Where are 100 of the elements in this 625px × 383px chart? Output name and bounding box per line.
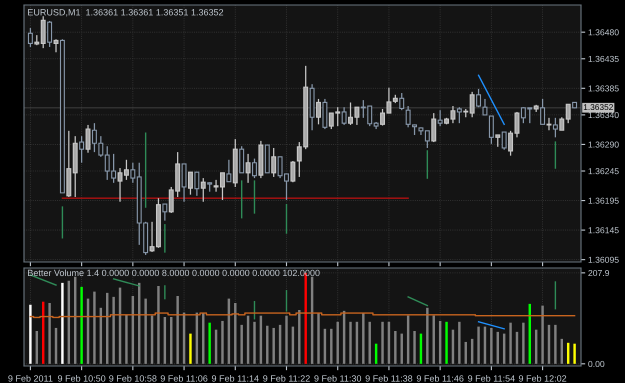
x-tick-label: 9 Feb 10:50 xyxy=(58,375,106,382)
bar xyxy=(125,314,128,364)
candlestick xyxy=(502,131,507,150)
bar xyxy=(458,322,461,364)
bar xyxy=(445,322,448,364)
bar xyxy=(80,286,83,364)
bar xyxy=(413,331,416,364)
candlestick xyxy=(162,203,168,222)
candlestick xyxy=(488,115,494,144)
candlestick xyxy=(290,160,296,183)
bar xyxy=(573,344,576,364)
bar xyxy=(48,303,51,364)
bar xyxy=(484,326,486,364)
x-tick-label: 9 Feb 11:30 xyxy=(314,375,362,382)
candlestick xyxy=(188,172,193,196)
bar xyxy=(144,298,147,364)
candlestick xyxy=(456,106,462,124)
candlestick xyxy=(546,117,552,131)
bar xyxy=(528,304,531,364)
bar xyxy=(509,322,512,364)
bar xyxy=(42,302,44,364)
bar xyxy=(534,330,538,364)
bar xyxy=(560,338,564,364)
candlestick xyxy=(482,98,488,116)
y-tick-label: 207.9 xyxy=(588,270,610,276)
bar xyxy=(138,282,140,364)
candlestick xyxy=(552,117,558,138)
bar xyxy=(292,326,294,364)
bar xyxy=(554,324,557,364)
candlestick xyxy=(342,106,347,126)
bar xyxy=(432,316,435,364)
y-tick-label: 1.36195 xyxy=(588,198,619,204)
bar xyxy=(278,324,282,364)
x-tick-label: 9 Feb 11:46 xyxy=(416,375,464,382)
candlestick xyxy=(246,153,251,184)
bar xyxy=(477,326,480,364)
bar xyxy=(298,310,301,364)
x-tick-label: 9 Feb 11:54 xyxy=(468,375,515,382)
y-tick-label: 1.36290 xyxy=(588,142,619,148)
bar xyxy=(362,312,365,364)
candlestick xyxy=(476,88,482,108)
x-tick-label: 9 Feb 10:58 xyxy=(109,375,157,382)
candlestick xyxy=(194,172,200,196)
bar xyxy=(406,316,410,364)
x-tick-label: 9 Feb 12:02 xyxy=(518,375,566,382)
bar xyxy=(260,316,262,364)
chart-title: Better Volume 1.4 0.0000 0.0000 8.0000 0.0000 0.0000 0.0000 102.0000 xyxy=(28,269,320,276)
bar xyxy=(36,331,38,364)
candlestick xyxy=(47,20,52,48)
bar xyxy=(490,328,493,364)
candlestick xyxy=(316,98,321,125)
y-tick-label: 1.36435 xyxy=(588,56,619,62)
bar xyxy=(93,292,96,364)
bar xyxy=(112,296,115,364)
bar xyxy=(240,324,243,364)
bar xyxy=(246,316,250,364)
x-tick-label: 9 Feb 11:22 xyxy=(263,375,310,382)
candlestick xyxy=(540,98,546,125)
x-tick-label: 9 Feb 11:06 xyxy=(160,375,208,382)
candlestick xyxy=(495,134,500,148)
bar xyxy=(438,320,442,364)
x-tick-label: 9 Feb 2011 xyxy=(8,375,52,382)
bar xyxy=(196,312,198,364)
bar xyxy=(118,288,122,364)
bar xyxy=(522,322,525,364)
bar xyxy=(176,296,179,364)
bar xyxy=(388,322,390,364)
candlestick xyxy=(226,159,232,182)
bar xyxy=(470,338,474,364)
y-tick-label: 0.00 xyxy=(588,360,604,368)
bar xyxy=(496,332,499,364)
x-tick-label: 9 Feb 11:38 xyxy=(366,375,412,382)
bar xyxy=(29,304,32,364)
bar xyxy=(266,326,269,364)
ref-line-label: 1.36352 xyxy=(584,104,613,110)
bar xyxy=(541,306,544,364)
bar xyxy=(106,292,108,364)
candlestick xyxy=(239,146,244,174)
y-tick-label: 1.36145 xyxy=(588,227,619,234)
bar xyxy=(356,322,358,364)
bar xyxy=(234,303,236,364)
bar xyxy=(452,330,454,364)
bar xyxy=(342,310,346,364)
bar xyxy=(214,330,218,364)
bar xyxy=(68,280,70,364)
candlestick xyxy=(79,136,84,164)
y-tick-label: 1.36480 xyxy=(588,29,619,36)
bar xyxy=(132,296,134,364)
bar xyxy=(182,312,186,364)
bar xyxy=(208,322,211,364)
bar xyxy=(426,308,429,364)
candlestick xyxy=(182,163,187,202)
bar xyxy=(400,334,403,364)
y-tick-label: 1.36095 xyxy=(588,256,619,263)
chart-title: EURUSD,M1 1.36361 1.36361 1.36351 1.36352 xyxy=(28,9,224,17)
bar xyxy=(502,334,506,364)
bar xyxy=(368,322,371,364)
bar xyxy=(330,328,333,364)
candlestick xyxy=(200,177,206,202)
bar xyxy=(164,317,166,364)
